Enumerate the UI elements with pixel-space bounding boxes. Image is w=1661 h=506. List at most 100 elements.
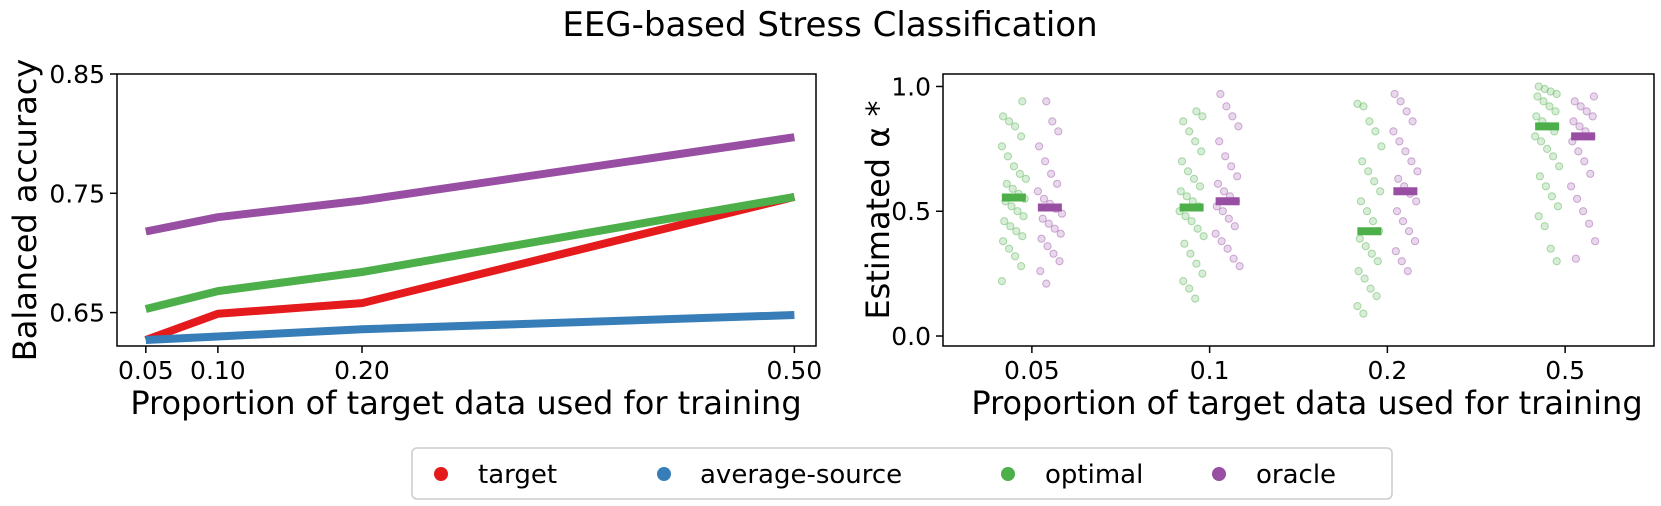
- scatter-point-oracle: [1038, 214, 1047, 223]
- scatter-point-optimal: [1368, 217, 1378, 226]
- left-plot-frame: [116, 73, 817, 347]
- scatter-point-oracle: [1217, 237, 1226, 246]
- scatter-point-optimal: [1015, 169, 1025, 178]
- left-series-lines: [144, 133, 796, 344]
- right-y-axis-label: Estimated α *: [859, 100, 897, 319]
- scatter-point-optimal: [1371, 127, 1380, 136]
- scatter-point-optimal: [1533, 92, 1542, 101]
- legend-marker-optimal: [1001, 467, 1015, 481]
- scatter-point-optimal: [1532, 112, 1541, 121]
- line-series-average-source: [145, 311, 795, 344]
- scatter-point-oracle: [1401, 147, 1410, 156]
- left-x-tick-label: 0.50: [767, 356, 823, 385]
- scatter-point-optimal: [1198, 269, 1207, 278]
- scatter-point-oracle: [1049, 249, 1058, 258]
- scatter-point-oracle: [1403, 267, 1412, 276]
- scatter-point-optimal: [1377, 142, 1386, 151]
- scatter-point-optimal: [1185, 284, 1194, 293]
- scatter-point-oracle: [1580, 157, 1589, 166]
- scatter-point-oracle: [1036, 267, 1045, 276]
- scatter-point-oracle: [1221, 152, 1230, 161]
- scatter-point-optimal: [997, 142, 1007, 151]
- scatter-point-oracle: [1037, 234, 1046, 243]
- left-y-tick-label: 0.85: [49, 60, 105, 89]
- scatter-point-oracle: [1404, 227, 1414, 236]
- line-series-oracle: [145, 133, 795, 236]
- scatter-point-oracle: [1589, 92, 1599, 101]
- scatter-point-optimal: [1191, 294, 1200, 303]
- left-y-ticks: 0.65 0.75 0.85: [49, 60, 117, 328]
- scatter-point-optimal: [1546, 87, 1555, 96]
- scatter-point-optimal: [1183, 167, 1193, 176]
- scatter-point-optimal: [1009, 162, 1019, 171]
- scatter-point-oracle: [1047, 169, 1056, 178]
- left-y-tick-label: 0.65: [49, 299, 105, 328]
- scatter-point-oracle: [1234, 122, 1243, 131]
- right-panel-strip-chart: 0.05 0.1 0.2 0.5 0.0 0.5 1.0 Proportion of ta…: [859, 72, 1655, 422]
- scatter-point-oracle: [1395, 137, 1404, 146]
- scatter-point-oracle: [1053, 179, 1062, 188]
- scatter-point-optimal: [1537, 137, 1546, 146]
- scatter-point-oracle: [1570, 97, 1579, 106]
- scatter-point-oracle: [1211, 229, 1220, 238]
- scatter-point-optimal: [1005, 117, 1014, 126]
- scatter-point-optimal: [1189, 174, 1199, 183]
- right-x-axis-label: Proportion of target data used for train…: [971, 384, 1642, 422]
- scatter-point-oracle: [1035, 142, 1044, 151]
- scatter-point-optimal: [1187, 217, 1196, 226]
- left-x-axis-label: Proportion of target data used for train…: [130, 384, 801, 422]
- left-y-axis-label: Balanced accuracy: [6, 59, 44, 361]
- scatter-point-optimal: [1552, 89, 1561, 99]
- right-y-tick-label: 1.0: [891, 72, 931, 101]
- scatter-point-optimal: [1353, 302, 1362, 311]
- scatter-point-oracle: [1567, 182, 1576, 191]
- scatter-point-optimal: [1192, 107, 1201, 116]
- scatter-point-optimal: [1011, 252, 1020, 261]
- scatter-point-optimal: [1361, 242, 1370, 251]
- left-x-tick-label: 0.05: [118, 356, 174, 385]
- scatter-point-optimal: [1365, 117, 1374, 126]
- legend-marker-average-source: [657, 467, 671, 481]
- scatter-point-optimal: [1021, 174, 1031, 183]
- right-x-tick-label: 0.5: [1545, 356, 1585, 385]
- scatter-point-optimal: [1370, 177, 1379, 186]
- scatter-point-optimal: [1543, 144, 1552, 153]
- scatter-point-optimal: [1191, 137, 1200, 146]
- scatter-point-oracle: [1412, 197, 1421, 206]
- scatter-point-oracle: [1235, 262, 1244, 271]
- scatter-point-oracle: [1392, 207, 1402, 216]
- scatter-point-optimal: [1007, 202, 1016, 211]
- scatter-point-optimal: [1017, 262, 1026, 271]
- scatter-point-optimal: [1534, 82, 1543, 91]
- scatter-point-optimal: [1193, 224, 1202, 233]
- scatter-point-optimal: [1019, 212, 1028, 221]
- scatter-point-oracle: [1391, 247, 1400, 256]
- legend-box: [411, 447, 1393, 500]
- scatter-point-oracle: [1224, 214, 1233, 223]
- scatter-point-optimal: [1198, 112, 1207, 121]
- right-plot-frame: [942, 73, 1655, 347]
- right-x-tick-label: 0.05: [1004, 356, 1060, 385]
- scatter-point-oracle: [1588, 112, 1597, 121]
- scatter-point-optimal: [1534, 212, 1543, 221]
- right-x-tick-label: 0.2: [1367, 356, 1407, 385]
- legend-marker-target: [434, 467, 448, 481]
- scatter-point-oracle: [1397, 257, 1406, 266]
- scatter-point-oracle: [1394, 174, 1403, 183]
- scatter-point-optimal: [1181, 212, 1190, 221]
- scatter-point-oracle: [1571, 254, 1581, 263]
- scatter-point-oracle: [1390, 89, 1399, 99]
- scatter-point-optimal: [1180, 239, 1189, 248]
- scatter-point-optimal: [1541, 182, 1551, 191]
- scatter-point-optimal: [997, 277, 1007, 286]
- scatter-point-optimal: [1555, 162, 1564, 171]
- scatter-point-oracle: [1213, 179, 1223, 188]
- scatter-point-optimal: [1199, 232, 1208, 241]
- scatter-point-optimal: [1179, 277, 1188, 286]
- left-panel-line-chart: 0.05 0.10 0.20 0.50 0.65 0.75 0.85 Proportion…: [6, 59, 822, 422]
- scatter-point-oracle: [1582, 107, 1591, 116]
- scatter-point-optimal: [999, 237, 1008, 246]
- scatter-point-oracle: [1216, 89, 1225, 99]
- scatter-point-optimal: [1373, 257, 1382, 266]
